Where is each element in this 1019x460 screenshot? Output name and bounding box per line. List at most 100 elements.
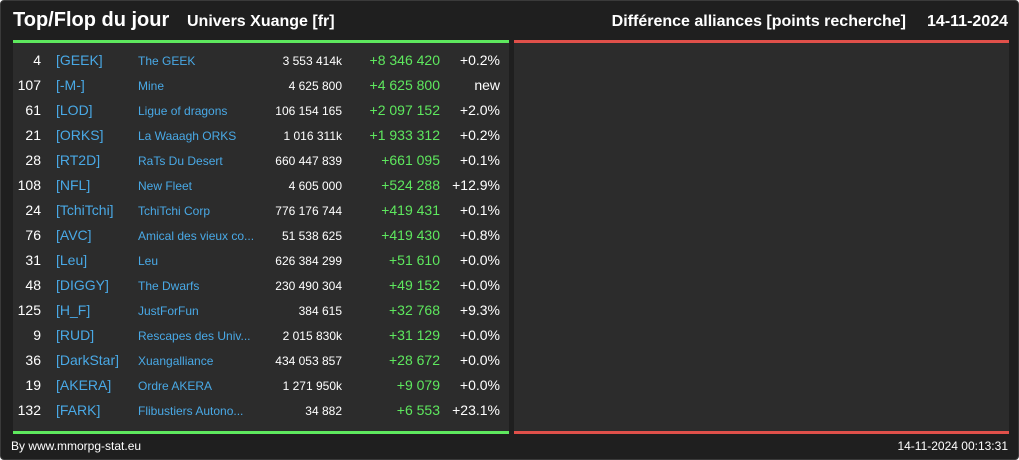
points-cell: 776 176 744 — [275, 204, 342, 218]
alliance-name-link[interactable]: TchiTchi Corp — [138, 204, 211, 218]
rank-cell: 28 — [25, 152, 41, 168]
page-title: Top/Flop du jour — [13, 9, 170, 31]
alliance-name-link[interactable]: Amical des vieux co... — [138, 229, 255, 243]
table-row: 61 [LOD] Ligue of dragons 106 154 165 +2 097… — [1, 98, 511, 123]
alliance-name-link[interactable]: Flibustiers Autono... — [138, 404, 244, 418]
points-cell: 626 384 299 — [275, 254, 342, 268]
rank-cell: 19 — [25, 377, 41, 393]
rank-cell: 76 — [25, 227, 41, 243]
percent-cell: +0.0% — [459, 377, 500, 393]
rank-cell: 48 — [25, 277, 41, 293]
percent-cell: +0.2% — [459, 52, 500, 68]
alliance-tag-link[interactable]: [Leu] — [56, 252, 88, 268]
percent-cell: +2.0% — [459, 102, 500, 118]
diff-cell: +2 097 152 — [369, 102, 440, 118]
alliance-name-link[interactable]: Leu — [138, 254, 159, 268]
percent-cell: +0.0% — [459, 352, 500, 368]
alliance-name-link[interactable]: New Fleet — [138, 179, 193, 193]
points-cell: 4 625 800 — [288, 79, 342, 93]
diff-cell: +1 933 312 — [369, 127, 440, 143]
diff-cell: +31 129 — [389, 327, 440, 343]
rank-cell: 31 — [25, 252, 41, 268]
alliance-name-link[interactable]: The Dwarfs — [138, 279, 200, 293]
points-cell: 1 016 311k — [283, 129, 343, 143]
top-alliances-list: 4 [GEEK] The GEEK 3 553 414k +8 346 420 +0.2%… — [1, 48, 511, 423]
diff-cell: +419 431 — [381, 202, 440, 218]
top-panel — [13, 43, 509, 431]
alliance-name-link[interactable]: Ligue of dragons — [138, 104, 228, 118]
points-cell: 3 553 414k — [282, 54, 342, 68]
alliance-tag-link[interactable]: [AKERA] — [56, 377, 112, 393]
alliance-tag-link[interactable]: [RT2D] — [56, 152, 101, 168]
alliance-name-link[interactable]: Rescapes des Univ... — [138, 329, 251, 343]
alliance-name-link[interactable]: Xuangalliance — [138, 354, 214, 368]
alliance-tag-link[interactable]: [AVC] — [56, 227, 92, 243]
points-cell: 660 447 839 — [275, 154, 342, 168]
percent-cell: +12.9% — [452, 177, 500, 193]
diff-cell: +51 610 — [389, 252, 440, 268]
diff-cell: +4 625 800 — [369, 77, 440, 93]
alliance-name-link[interactable]: RaTs Du Desert — [138, 154, 223, 168]
alliance-tag-link[interactable]: [DarkStar] — [56, 352, 120, 368]
alliance-tag-link[interactable]: [-M-] — [56, 77, 85, 93]
diff-cell: +32 768 — [389, 302, 440, 318]
rank-cell: 24 — [25, 202, 41, 218]
rank-cell: 125 — [17, 302, 41, 318]
alliance-name-link[interactable]: La Waaagh ORKS — [138, 129, 237, 143]
percent-cell: +0.0% — [459, 252, 500, 268]
alliance-name-link[interactable]: The GEEK — [138, 54, 196, 68]
percent-cell: +0.8% — [459, 227, 500, 243]
alliance-tag-link[interactable]: [TchiTchi] — [56, 202, 114, 218]
table-row: 76 [AVC] Amical des vieux co... 51 538 625 +… — [1, 223, 511, 248]
alliance-tag-link[interactable]: [LOD] — [56, 102, 93, 118]
alliance-name-link[interactable]: Ordre AKERA — [138, 379, 213, 393]
alliance-tag-link[interactable]: [ORKS] — [56, 127, 104, 143]
diff-cell: +8 346 420 — [369, 52, 440, 68]
table-row: 21 [ORKS] La Waaagh ORKS 1 016 311k +1 933 3… — [1, 123, 511, 148]
table-row: 125 [H_F] JustForFun 384 615 +32 768 +9.3% — [1, 298, 511, 323]
rank-cell: 61 — [25, 102, 41, 118]
diff-cell: +524 288 — [381, 177, 440, 193]
rank-cell: 132 — [17, 402, 41, 418]
top-divider-red — [514, 40, 1009, 43]
percent-cell: +0.2% — [459, 127, 500, 143]
table-row: 107 [-M-] Mine 4 625 800 +4 625 800 new — [1, 73, 511, 98]
report-date: 14-11-2024 — [927, 13, 1008, 30]
table-row: 9 [RUD] Rescapes des Univ... 2 015 830k +31 … — [1, 323, 511, 348]
table-row: 4 [GEEK] The GEEK 3 553 414k +8 346 420 +0.2% — [1, 48, 511, 73]
table-row: 48 [DIGGY] The Dwarfs 230 490 304 +49 152 +0.… — [1, 273, 511, 298]
table-row: 36 [DarkStar] Xuangalliance 434 053 857 +28 … — [1, 348, 511, 373]
alliance-tag-link[interactable]: [DIGGY] — [56, 277, 109, 293]
alliance-tag-link[interactable]: [FARK] — [56, 402, 101, 418]
table-row: 31 [Leu] Leu 626 384 299 +51 610 +0.0% — [1, 248, 511, 273]
alliance-name-link[interactable]: Mine — [138, 79, 165, 93]
percent-cell: +9.3% — [459, 302, 500, 318]
alliance-tag-link[interactable]: [GEEK] — [56, 52, 103, 68]
points-cell: 2 015 830k — [282, 329, 342, 343]
alliance-name-link[interactable]: JustForFun — [138, 304, 199, 318]
percent-cell: +23.1% — [452, 402, 500, 418]
points-cell: 1 271 950k — [282, 379, 342, 393]
alliance-tag-link[interactable]: [H_F] — [56, 302, 91, 318]
percent-cell: +0.1% — [459, 202, 500, 218]
diff-cell: +49 152 — [389, 277, 440, 293]
table-row: 28 [RT2D] RaTs Du Desert 660 447 839 +661 09… — [1, 148, 511, 173]
diff-cell: +661 095 — [381, 152, 440, 168]
alliance-tag-link[interactable]: [NFL] — [56, 177, 91, 193]
points-cell: 384 615 — [298, 304, 342, 318]
percent-cell: new — [474, 77, 500, 93]
bottom-divider-green — [13, 431, 509, 434]
percent-cell: +0.1% — [459, 152, 500, 168]
diff-cell: +6 553 — [396, 402, 440, 418]
site-credit-link[interactable]: By www.mmorpg-stat.eu — [11, 439, 142, 453]
diff-cell: +9 079 — [396, 377, 440, 393]
table-row: 19 [AKERA] Ordre AKERA 1 271 950k +9 079 +0.0… — [1, 373, 511, 398]
points-cell: 434 053 857 — [275, 354, 342, 368]
percent-cell: +0.0% — [459, 277, 500, 293]
rank-cell: 108 — [17, 177, 41, 193]
rank-cell: 4 — [33, 52, 41, 68]
rank-cell: 107 — [17, 77, 41, 93]
alliance-tag-link[interactable]: [RUD] — [56, 327, 95, 343]
diff-cell: +419 430 — [381, 227, 440, 243]
